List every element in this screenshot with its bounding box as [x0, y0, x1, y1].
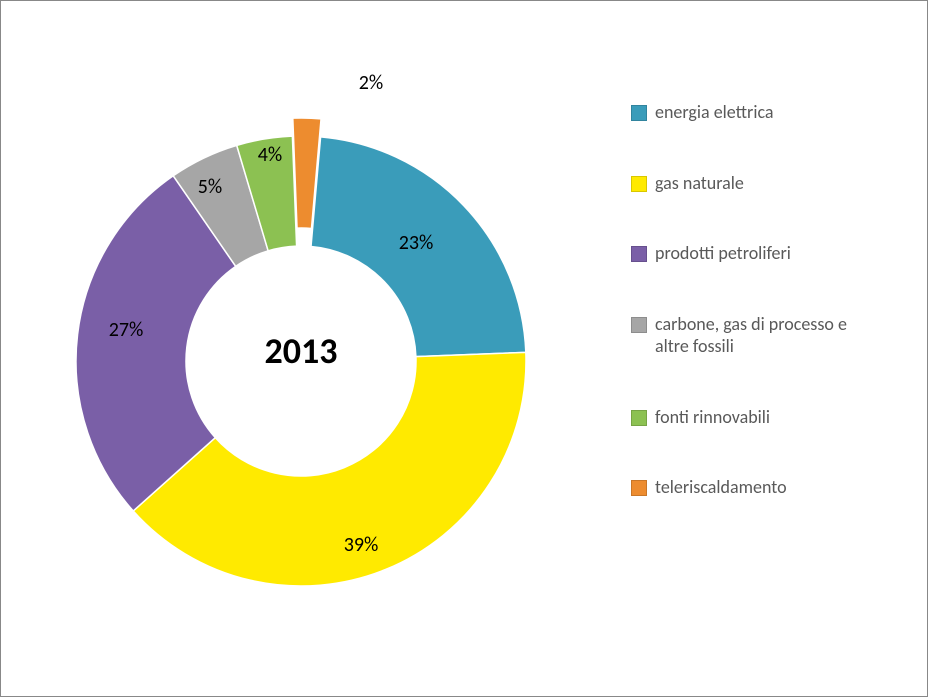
legend-swatch-1 — [631, 176, 647, 192]
chart-container: 23%39%27%5%4%2% 2013 energia elettricaga… — [0, 0, 928, 697]
donut-chart: 23% 39% 27% 5% 4% 2% — [21, 31, 581, 671]
legend-label-0: energia elettrica — [655, 101, 774, 124]
legend-label-1: gas naturale — [655, 172, 744, 195]
legend: energia elettrica gas naturale prodotti pe… — [631, 101, 911, 547]
legend-label-5: teleriscaldamento — [655, 476, 787, 499]
slice-label-0: 23% — [399, 231, 434, 255]
slice-label-4: 4% — [258, 143, 282, 167]
legend-swatch-0 — [631, 105, 647, 121]
legend-item-3: carbone, gas di processo e altre fossili — [631, 313, 911, 358]
legend-item-2: prodotti petroliferi — [631, 242, 911, 265]
slice-1 — [133, 352, 526, 586]
legend-swatch-2 — [631, 246, 647, 262]
slice-label-1: 39% — [344, 533, 379, 557]
slice-label-5: 2% — [359, 71, 383, 95]
legend-item-0: energia elettrica — [631, 101, 911, 124]
legend-item-4: fonti rinnovabili — [631, 406, 911, 429]
donut-area: 23%39%27%5%4%2% 2013 — [21, 31, 581, 671]
legend-item-5: teleriscaldamento — [631, 476, 911, 499]
legend-label-2: prodotti petroliferi — [655, 242, 791, 265]
legend-item-1: gas naturale — [631, 172, 911, 195]
legend-label-4: fonti rinnovabili — [655, 406, 770, 429]
slice-label-3: 5% — [198, 175, 222, 199]
slice-label-2: 27% — [109, 318, 144, 342]
legend-swatch-3 — [631, 317, 647, 333]
legend-swatch-4 — [631, 410, 647, 426]
legend-swatch-5 — [631, 480, 647, 496]
legend-label-3: carbone, gas di processo e altre fossili — [655, 313, 875, 358]
